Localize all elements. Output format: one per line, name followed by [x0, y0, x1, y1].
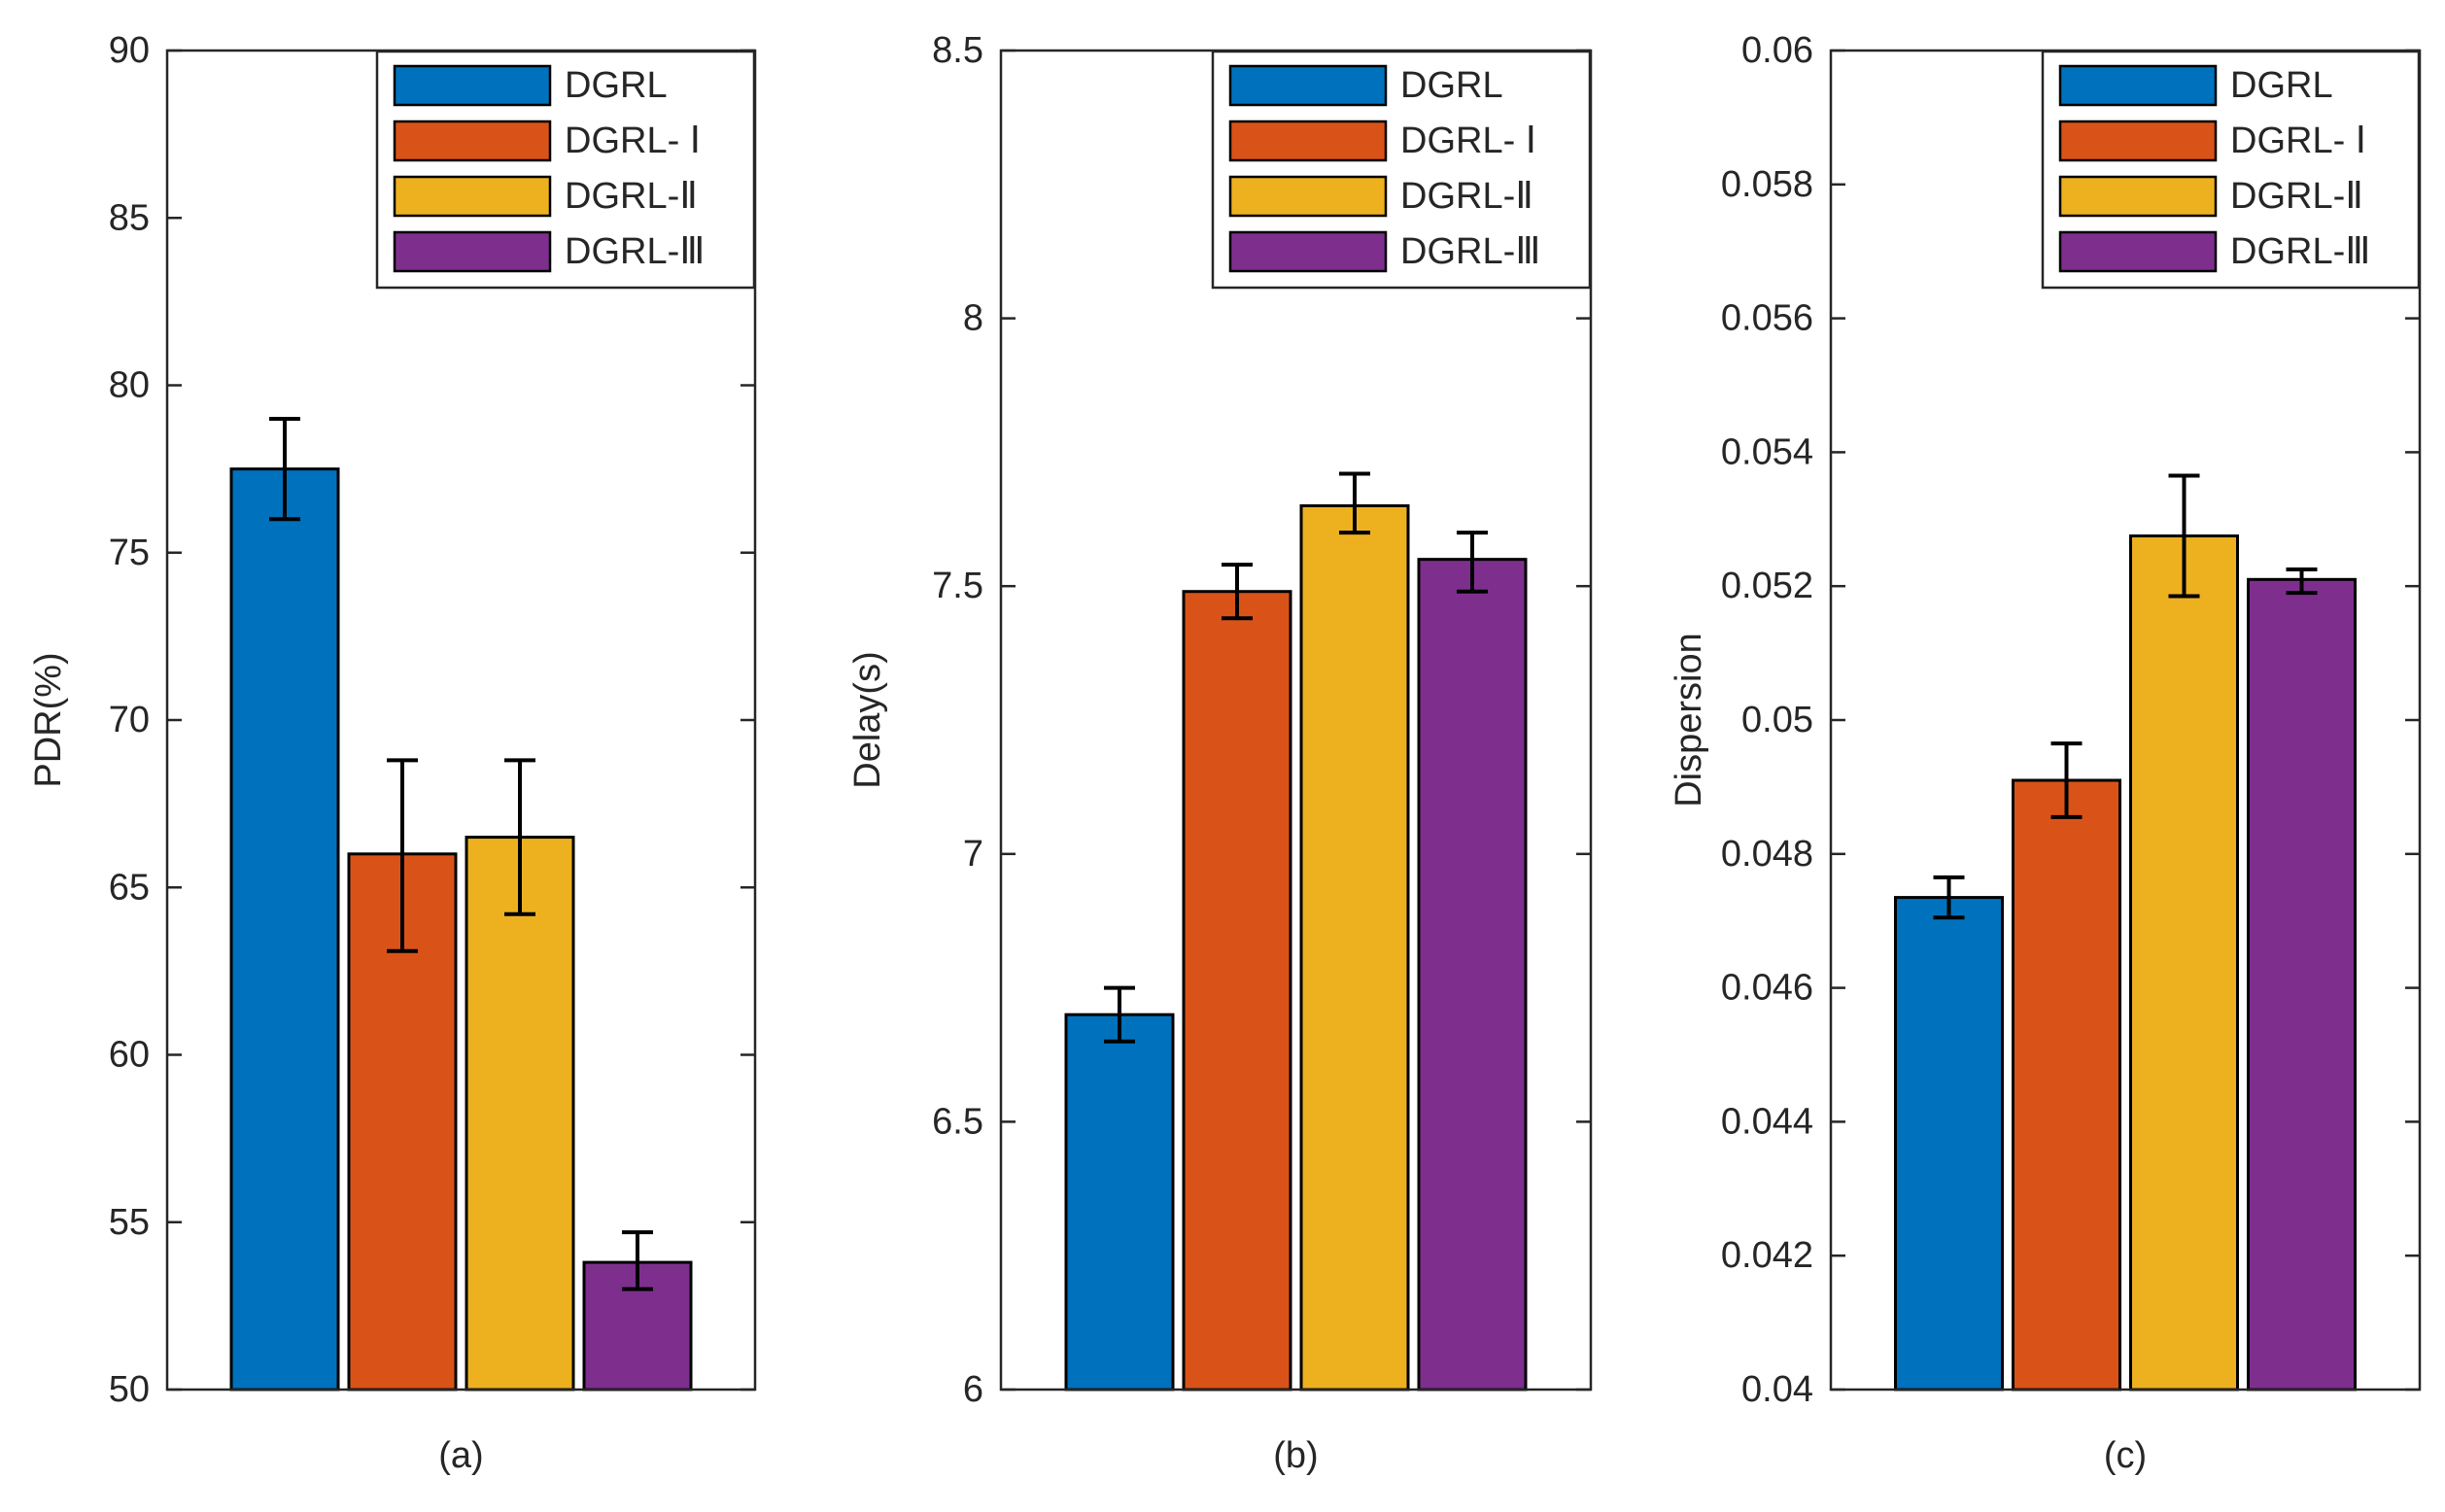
- x-axis-label: (b): [1273, 1435, 1318, 1476]
- y-tick-label: 0.044: [1721, 1101, 1813, 1142]
- bar-3: [1299, 504, 1410, 1392]
- legend-swatch-2: [1228, 120, 1388, 162]
- y-tick-label: 80: [109, 365, 150, 406]
- legend-label-1: DGRL: [2230, 65, 2333, 106]
- y-tick-label: 7.5: [932, 566, 983, 606]
- bar-1: [229, 467, 340, 1392]
- bar-2: [2012, 778, 2121, 1392]
- bar-3: [2129, 534, 2239, 1392]
- legend-label-1: DGRL: [1400, 65, 1503, 106]
- y-tick-label: 8: [963, 298, 983, 339]
- y-tick-label: 60: [109, 1035, 150, 1076]
- y-tick-label: 0.06: [1741, 30, 1813, 71]
- legend-swatch-3: [393, 175, 552, 218]
- legend-swatch-4: [1228, 230, 1388, 273]
- legend-swatch-3: [1228, 175, 1388, 218]
- y-tick-label: 6.5: [932, 1101, 983, 1142]
- legend-label-3: DGRL-Ⅱ: [565, 176, 698, 217]
- y-tick-label: 6: [963, 1369, 983, 1410]
- bar-1: [1894, 896, 2004, 1392]
- legend-label-3: DGRL-Ⅱ: [1400, 176, 1533, 217]
- y-tick-label: 0.042: [1721, 1235, 1813, 1276]
- legend-swatch-1: [2058, 64, 2218, 107]
- y-tick-label: 0.048: [1721, 834, 1813, 875]
- legend-label-4: DGRL-Ⅲ: [2230, 231, 2370, 272]
- legend: DGRL DGRL- Ⅰ DGRL-Ⅱ DGRL-Ⅲ: [1211, 50, 1592, 290]
- y-tick-label: 0.054: [1721, 431, 1813, 472]
- chart-panel-3: 0.04 0.042 0.044 0.046 0.048 0.05 0.052 0.054 0.…: [1669, 30, 2422, 1476]
- legend: DGRL DGRL- Ⅰ DGRL-Ⅱ DGRL-Ⅲ: [375, 50, 756, 290]
- legend-swatch-2: [393, 120, 552, 162]
- y-tick-label: 55: [109, 1202, 150, 1243]
- y-axis-label: Delay(s): [847, 651, 888, 788]
- y-tick-label: 90: [109, 30, 150, 71]
- legend-swatch-1: [393, 64, 552, 107]
- legend-label-3: DGRL-Ⅱ: [2230, 176, 2363, 217]
- y-tick-label: 0.056: [1721, 298, 1813, 339]
- legend-label-4: DGRL-Ⅲ: [565, 231, 705, 272]
- x-axis-label: (c): [2104, 1435, 2147, 1476]
- legend-label-2: DGRL- Ⅰ: [565, 120, 701, 161]
- y-axis-label: Dispersion: [1669, 633, 1709, 808]
- legend-label-2: DGRL- Ⅰ: [2230, 120, 2366, 161]
- bar-2: [1182, 590, 1292, 1392]
- y-tick-label: 85: [109, 197, 150, 238]
- y-tick-label: 8.5: [932, 30, 983, 71]
- y-tick-label: 0.052: [1721, 566, 1813, 606]
- x-axis-label: (a): [438, 1435, 483, 1476]
- legend-swatch-2: [2058, 120, 2218, 162]
- y-tick-label: 7: [963, 834, 983, 875]
- legend-swatch-3: [2058, 175, 2218, 218]
- legend-label-4: DGRL-Ⅲ: [1400, 231, 1540, 272]
- legend-label-2: DGRL- Ⅰ: [1400, 120, 1536, 161]
- legend-label-1: DGRL: [565, 65, 668, 106]
- y-axis-label: PDR(%): [28, 652, 69, 787]
- y-tick-label: 0.046: [1721, 968, 1813, 1009]
- bar-3: [465, 836, 575, 1392]
- y-tick-label: 65: [109, 867, 150, 908]
- y-tick-label: 0.04: [1741, 1369, 1813, 1410]
- y-tick-label: 0.058: [1721, 164, 1813, 205]
- y-tick-label: 0.05: [1741, 700, 1813, 740]
- y-tick-label: 75: [109, 533, 150, 573]
- y-tick-label: 70: [109, 700, 150, 740]
- bar-1: [1064, 1013, 1175, 1392]
- legend-swatch-1: [1228, 64, 1388, 107]
- chart-panel-2: 6 6.5 7 7.5 8 8.5 Delay(s) (b) DGRL DGRL- Ⅰ DGRL-Ⅱ…: [847, 30, 1593, 1476]
- y-tick-label: 50: [109, 1369, 150, 1410]
- legend: DGRL DGRL- Ⅰ DGRL-Ⅱ DGRL-Ⅲ: [2041, 50, 2421, 290]
- bar-4: [2247, 577, 2357, 1392]
- legend-swatch-4: [2058, 230, 2218, 273]
- legend-swatch-4: [393, 230, 552, 273]
- bar-4: [1417, 558, 1528, 1392]
